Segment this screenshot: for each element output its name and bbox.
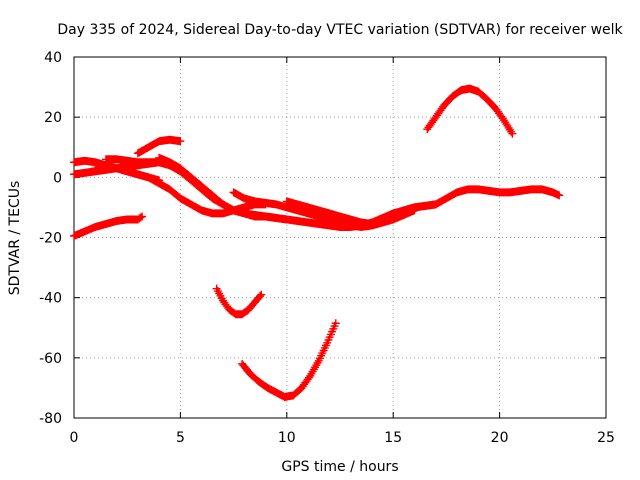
x-axis-label: GPS time / hours [281,459,398,475]
y-tick-labels: -80 -60 -40 -20 0 20 40 [39,50,62,427]
series-track-4 [91,162,164,185]
series-track-12 [423,84,517,138]
y-tick-label: -60 [39,351,62,367]
series-track-11 [238,319,340,401]
series-markers [238,319,340,401]
y-tick-label: -20 [39,231,62,247]
x-tick-label: 0 [70,430,79,446]
series-markers [282,197,419,228]
x-tick-label: 5 [176,430,185,446]
y-tick-label: 0 [53,170,62,186]
series-markers [212,284,266,319]
x-tick-label: 15 [384,430,402,446]
chart-title: Day 335 of 2024, Sidereal Day-to-day VTE… [57,22,623,38]
series-track-9 [282,197,419,228]
series-markers [133,135,185,158]
y-tick-label: 40 [44,50,62,66]
x-tick-label: 25 [597,430,615,446]
series-track-5 [70,212,147,240]
series-track-10 [212,284,266,319]
series-markers [423,84,517,138]
series-markers [91,162,164,185]
data-series [70,84,564,401]
series-track-6 [133,135,185,158]
series-markers [70,212,147,240]
x-tick-label: 20 [491,430,509,446]
y-axis-label: SDTVAR / TECUs [7,181,23,296]
y-tick-label: -80 [39,411,62,427]
grid-lines [74,57,606,418]
x-tick-label: 10 [278,430,296,446]
y-tick-label: -40 [39,291,62,307]
x-tick-labels: 0 5 10 15 20 25 [70,430,615,446]
axis-ticks [73,56,607,419]
y-tick-label: 20 [44,110,62,126]
